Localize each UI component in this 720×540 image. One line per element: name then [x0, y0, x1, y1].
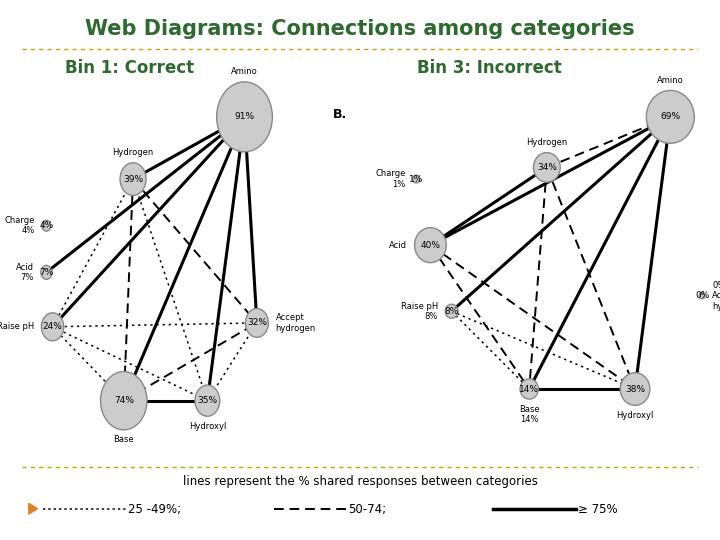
Text: 91%: 91%: [235, 112, 255, 122]
Text: 40%: 40%: [420, 241, 441, 249]
Ellipse shape: [42, 313, 63, 341]
Text: Charge
4%: Charge 4%: [4, 216, 35, 235]
Text: Acid
7%: Acid 7%: [16, 262, 34, 282]
Text: B.: B.: [333, 108, 347, 121]
Text: 1%: 1%: [409, 174, 423, 184]
Text: lines represent the % shared responses between categories: lines represent the % shared responses b…: [183, 475, 537, 488]
Ellipse shape: [120, 163, 146, 195]
Ellipse shape: [647, 90, 694, 143]
Ellipse shape: [42, 220, 50, 231]
Ellipse shape: [445, 304, 458, 318]
Ellipse shape: [699, 293, 705, 299]
Text: 0%: 0%: [695, 291, 709, 300]
Text: 0%
Accept
hydrogen: 0% Accept hydrogen: [712, 281, 720, 310]
Text: Hydrogen: Hydrogen: [112, 148, 153, 157]
Text: 8%: 8%: [444, 307, 459, 316]
Text: 38%: 38%: [625, 384, 645, 394]
Text: Base
14%: Base 14%: [519, 404, 539, 424]
Ellipse shape: [415, 228, 446, 262]
Text: 32%: 32%: [247, 319, 267, 327]
Text: 7%: 7%: [39, 268, 53, 277]
Text: Raise pH
8%: Raise pH 8%: [401, 301, 438, 321]
Ellipse shape: [195, 385, 220, 416]
Text: Raise pH: Raise pH: [0, 322, 35, 332]
Text: Charge
1%: Charge 1%: [375, 170, 405, 189]
Text: Hydroxyl: Hydroxyl: [189, 422, 226, 430]
Text: Hydrogen: Hydrogen: [526, 138, 567, 147]
Text: Hydroxyl: Hydroxyl: [616, 411, 654, 420]
Ellipse shape: [413, 175, 420, 183]
Text: Base: Base: [114, 435, 134, 444]
Text: ≥ 75%: ≥ 75%: [578, 503, 618, 516]
Text: 4%: 4%: [40, 221, 53, 230]
Ellipse shape: [534, 153, 560, 182]
Text: Accept
hydrogen: Accept hydrogen: [276, 313, 316, 333]
Ellipse shape: [41, 265, 52, 279]
Text: 50-74;: 50-74;: [348, 503, 386, 516]
Text: 24%: 24%: [42, 322, 63, 332]
Ellipse shape: [246, 308, 269, 338]
Ellipse shape: [101, 372, 147, 430]
Text: 25 -49%;: 25 -49%;: [128, 503, 181, 516]
Text: 74%: 74%: [114, 396, 134, 405]
Polygon shape: [29, 503, 37, 514]
Text: Amino: Amino: [231, 68, 258, 77]
Text: Acid: Acid: [390, 241, 408, 249]
Text: Amino: Amino: [657, 76, 684, 85]
Ellipse shape: [217, 82, 272, 152]
Text: 34%: 34%: [537, 163, 557, 172]
Ellipse shape: [520, 379, 539, 399]
Text: 69%: 69%: [660, 112, 680, 122]
Text: Bin 1: Correct: Bin 1: Correct: [65, 59, 194, 77]
Text: 35%: 35%: [197, 396, 217, 405]
Text: Bin 3: Incorrect: Bin 3: Incorrect: [417, 59, 562, 77]
Text: 14%: 14%: [519, 384, 539, 394]
Text: 39%: 39%: [123, 174, 143, 184]
Ellipse shape: [620, 373, 650, 406]
Text: Web Diagrams: Connections among categories: Web Diagrams: Connections among categori…: [85, 19, 635, 39]
